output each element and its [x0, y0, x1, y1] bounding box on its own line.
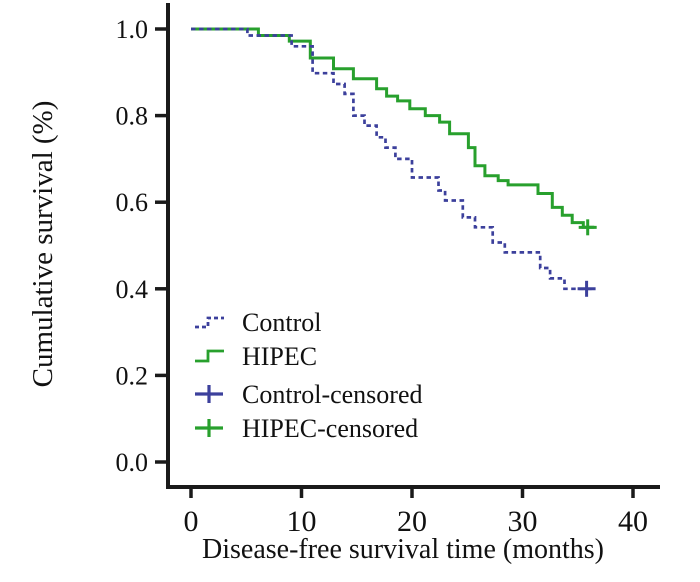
y-tick-label: 0.2 [116, 361, 149, 390]
curve-hipec [191, 27, 595, 229]
legend-solid-step-icon [195, 349, 224, 363]
legend-item-hipec-censored: HIPEC-censored [195, 414, 418, 443]
x-tick-label: 10 [287, 505, 317, 538]
legend-dashed-step-icon [195, 316, 224, 329]
legend-item-hipec: HIPEC [195, 342, 317, 371]
legend-item-control: Control [195, 308, 321, 337]
censored-markers [577, 219, 597, 297]
legend-label: HIPEC-censored [242, 414, 418, 443]
y-tick-label: 0.8 [116, 102, 149, 131]
x-tick-label: 30 [508, 505, 538, 538]
y-axis-ticks: 0.0 0.2 0.4 0.6 0.8 1.0 [116, 15, 166, 477]
censor-mark-hipec [578, 219, 597, 236]
x-tick-label: 40 [618, 505, 648, 538]
survival-curves [191, 27, 595, 291]
legend-item-control-censored: Control-censored [195, 380, 423, 409]
x-axis-ticks: 0 10 20 30 40 [184, 489, 648, 538]
legend: Control HIPEC Control-censored HIPEC-censor… [195, 308, 423, 443]
x-tick-label: 0 [184, 505, 199, 538]
curve-control [191, 27, 595, 291]
x-axis-title: Disease-free survival time (months) [202, 534, 604, 565]
y-tick-label: 1.0 [116, 15, 149, 44]
y-tick-label: 0.0 [116, 448, 149, 477]
y-axis-title: Cumulative survival (%) [27, 101, 59, 388]
y-tick-label: 0.4 [116, 275, 149, 304]
censor-mark-control [577, 280, 596, 297]
x-tick-label: 20 [397, 505, 427, 538]
legend-label: Control [242, 308, 321, 337]
legend-label: Control-censored [242, 380, 423, 409]
legend-label: HIPEC [242, 342, 317, 371]
axes [166, 3, 660, 489]
y-tick-label: 0.6 [116, 188, 149, 217]
